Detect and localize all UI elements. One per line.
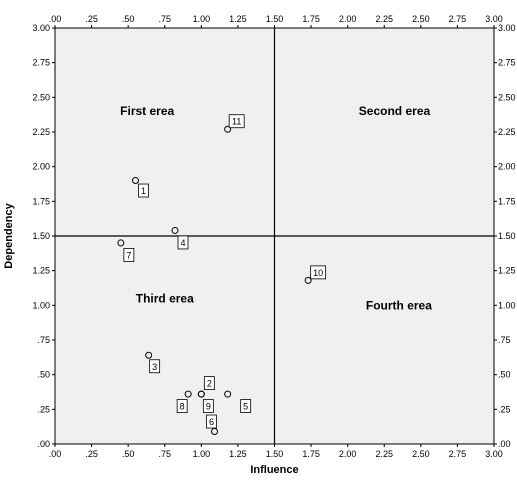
x-tick-label-top: 2.00 bbox=[339, 14, 357, 24]
y-tick-label-left: 3.00 bbox=[32, 23, 50, 33]
x-tick-label-bottom: .75 bbox=[158, 449, 171, 459]
point-label: 1 bbox=[141, 186, 146, 196]
point-label-box bbox=[240, 399, 252, 413]
y-tick-label-left: 2.25 bbox=[32, 127, 50, 137]
point-label: 8 bbox=[180, 402, 185, 412]
x-tick-label-bottom: 2.00 bbox=[339, 449, 357, 459]
point-label-box bbox=[123, 248, 135, 262]
y-tick-label-left: .50 bbox=[37, 370, 50, 380]
y-tick-label-left: .25 bbox=[37, 404, 50, 414]
quadrant-label: Third erea bbox=[136, 291, 194, 305]
data-point bbox=[211, 428, 219, 436]
x-tick-label-bottom: 1.50 bbox=[266, 449, 284, 459]
y-tick-label-right: .75 bbox=[498, 335, 511, 345]
data-point bbox=[171, 226, 179, 234]
data-point bbox=[131, 177, 139, 185]
data-point bbox=[224, 125, 232, 133]
data-point bbox=[197, 390, 205, 398]
point-label-box bbox=[149, 359, 161, 374]
x-tick-label-top: 2.75 bbox=[449, 14, 467, 24]
y-tick-label-left: 1.00 bbox=[32, 300, 50, 310]
point-label: 4 bbox=[180, 238, 185, 248]
data-point bbox=[184, 390, 192, 398]
point-label: 5 bbox=[243, 402, 248, 412]
x-tick-label-bottom: .25 bbox=[85, 449, 98, 459]
y-tick-label-right: .00 bbox=[498, 439, 511, 449]
x-tick-label-top: .25 bbox=[85, 14, 98, 24]
point-label: 7 bbox=[126, 250, 131, 260]
point-label: 3 bbox=[152, 362, 157, 372]
x-tick-label-bottom: .00 bbox=[49, 449, 62, 459]
point-label: 10 bbox=[313, 268, 323, 278]
x-tick-label-top: 1.00 bbox=[193, 14, 211, 24]
x-tick-label-bottom: 2.50 bbox=[412, 449, 430, 459]
data-point bbox=[117, 239, 125, 247]
y-tick-label-right: 1.00 bbox=[498, 300, 516, 310]
y-tick-label-right: 1.25 bbox=[498, 266, 516, 276]
point-label-box bbox=[138, 183, 149, 198]
x-tick-label-top: .00 bbox=[49, 14, 62, 24]
quadrant-labels: First erea Second erea Third erea Fourth er… bbox=[120, 104, 432, 312]
y-tick-label-left: 1.50 bbox=[32, 231, 50, 241]
point-label-box bbox=[177, 235, 189, 250]
x-tick-label-bottom: .50 bbox=[122, 449, 135, 459]
x-tick-label-top: 1.75 bbox=[302, 14, 320, 24]
data-points: 1 2 3 4 5 6 7 8 9 10 11 bbox=[117, 114, 327, 436]
y-tick-label-left: 2.75 bbox=[32, 58, 50, 68]
y-tick-label-left: .00 bbox=[37, 439, 50, 449]
point-label-box bbox=[310, 265, 327, 280]
y-tick-label-left: .75 bbox=[37, 335, 50, 345]
point-label: 2 bbox=[207, 379, 212, 389]
y-tick-label-right: 1.75 bbox=[498, 196, 516, 206]
y-tick-label-right: .25 bbox=[498, 404, 511, 414]
x-tick-label-top: 2.50 bbox=[412, 14, 430, 24]
x-tick-label-top: 3.00 bbox=[485, 14, 503, 24]
y-tick-label-left: 1.75 bbox=[32, 196, 50, 206]
quadrant-label: Fourth erea bbox=[366, 298, 432, 312]
x-tick-label-bottom: 2.75 bbox=[449, 449, 467, 459]
x-tick-label-bottom: 1.25 bbox=[229, 449, 247, 459]
point-label-box bbox=[176, 399, 188, 413]
point-label-box bbox=[202, 399, 214, 413]
y-tick-label-left: 1.25 bbox=[32, 266, 50, 276]
quadrant-label: First erea bbox=[120, 104, 174, 118]
tick-group: .00.00.25.25.50.50.75.751.001.001.251.25… bbox=[32, 14, 515, 459]
y-tick-label-right: .50 bbox=[498, 370, 511, 380]
x-tick-label-top: 2.25 bbox=[375, 14, 393, 24]
reference-lines bbox=[55, 28, 494, 444]
point-label-box bbox=[206, 414, 217, 429]
quadrant-label: Second erea bbox=[359, 104, 431, 118]
point-label-box bbox=[228, 114, 245, 129]
point-label-box bbox=[203, 376, 215, 390]
y-axis-title: Dependency bbox=[3, 202, 15, 268]
x-tick-label-top: 1.25 bbox=[229, 14, 247, 24]
x-tick-label-bottom: 1.75 bbox=[302, 449, 320, 459]
y-tick-label-right: 1.50 bbox=[498, 231, 516, 241]
y-tick-label-right: 2.25 bbox=[498, 127, 516, 137]
point-label: 9 bbox=[206, 402, 211, 412]
y-tick-label-left: 2.50 bbox=[32, 92, 50, 102]
y-tick-label-right: 2.00 bbox=[498, 162, 516, 172]
y-tick-label-right: 2.75 bbox=[498, 58, 516, 68]
x-tick-label-top: .75 bbox=[158, 14, 171, 24]
point-label: 11 bbox=[232, 117, 241, 127]
y-tick-label-right: 3.00 bbox=[498, 23, 516, 33]
point-label: 6 bbox=[209, 417, 214, 427]
y-tick-label-right: 2.50 bbox=[498, 92, 516, 102]
x-tick-label-top: .50 bbox=[122, 14, 135, 24]
data-point bbox=[145, 351, 153, 359]
y-tick-label-left: 2.00 bbox=[32, 162, 50, 172]
x-axis-title: Influence bbox=[250, 464, 298, 476]
data-point bbox=[304, 276, 312, 284]
data-point bbox=[224, 390, 232, 398]
plot-frame bbox=[54, 27, 495, 445]
x-tick-label-bottom: 3.00 bbox=[485, 449, 503, 459]
x-tick-label-bottom: 1.00 bbox=[193, 449, 211, 459]
x-tick-label-bottom: 2.25 bbox=[375, 449, 393, 459]
x-tick-label-top: 1.50 bbox=[266, 14, 284, 24]
